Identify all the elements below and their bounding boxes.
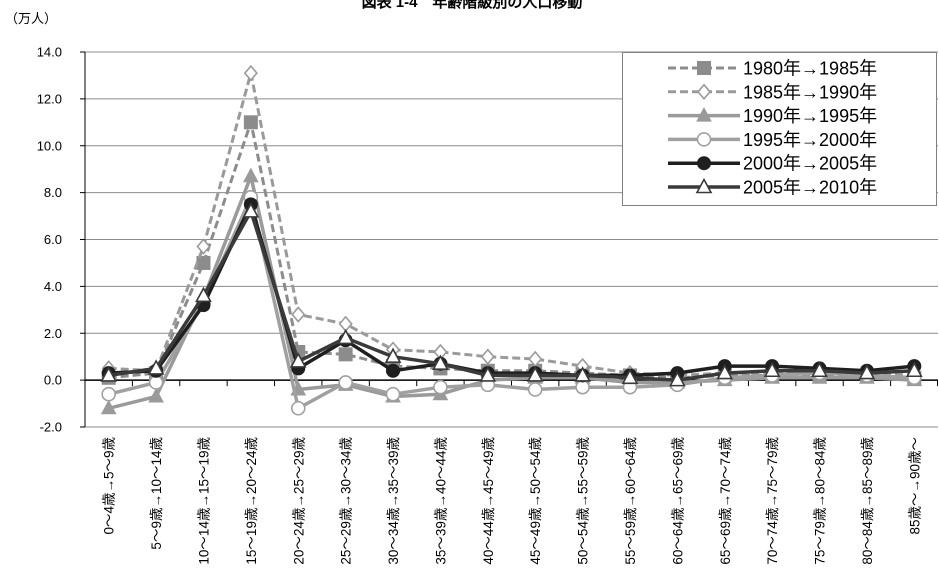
- legend-marker: [697, 156, 711, 171]
- data-point: [384, 347, 402, 363]
- data-point: [242, 202, 260, 218]
- x-tick-label: 5～9歳→10～14歳: [149, 437, 164, 550]
- x-tick-label: 0～4歳→5～9歳: [102, 437, 117, 535]
- x-tick-label: 25～29歳→30～34歳: [339, 437, 354, 565]
- y-tick-label: 12.0: [37, 91, 62, 106]
- y-tick-label: -2.0: [40, 420, 62, 435]
- data-point: [195, 286, 212, 303]
- legend-marker: [696, 132, 712, 147]
- y-axis: 14.0 12.0 10.0 8.0 6.0 4.0 2.0 0.0 -2.0: [37, 45, 86, 435]
- data-point: [148, 375, 164, 390]
- y-tick-label: 0.0: [44, 373, 62, 388]
- data-point: [527, 382, 543, 397]
- series-line: [108, 202, 915, 378]
- legend-label: 1995年→2000年: [743, 130, 877, 150]
- series-group: [100, 64, 923, 416]
- legend-label: 2005年→2010年: [743, 178, 877, 198]
- series-6: [100, 202, 923, 387]
- legend-entry: 2005年→2010年: [668, 178, 877, 198]
- legend-label: 1980年→1985年: [743, 59, 877, 79]
- data-point: [338, 375, 353, 390]
- y-tick-label: 14.0: [37, 45, 62, 60]
- data-point: [291, 306, 306, 323]
- x-tick-label: 65～69歳→70～74歳: [718, 437, 733, 565]
- y-tick-label: 8.0: [44, 185, 62, 200]
- y-tick-label: 10.0: [37, 138, 62, 153]
- x-tick-label: 80～84歳→85～89歳: [860, 437, 875, 565]
- x-tick-label: 75～79歳→80～84歳: [813, 437, 828, 565]
- data-point: [100, 366, 118, 382]
- series-line: [108, 209, 915, 382]
- x-tick-label: 70～74歳→75～79歳: [765, 437, 780, 565]
- x-tick-label: 40～44歳→45～49歳: [481, 437, 496, 565]
- x-tick-label: 55～59歳→60～64歳: [623, 437, 638, 565]
- data-point: [621, 368, 639, 385]
- data-point: [243, 167, 259, 183]
- legend-label: 1990年→1995年: [743, 106, 877, 126]
- data-point: [385, 386, 401, 402]
- x-tick-label: 45～49歳→50～54歳: [528, 437, 543, 565]
- x-tick-label: 10～14歳→15～19歳: [196, 437, 211, 565]
- data-point: [290, 400, 306, 416]
- data-point: [526, 366, 544, 382]
- series-line: [108, 71, 915, 377]
- x-axis: 0～4歳→5～9歳 5～9歳→10～14歳 10～14歳→15～19歳 15～19歳→…: [84, 379, 938, 565]
- data-point: [574, 366, 591, 382]
- y-tick-label: 6.0: [44, 232, 62, 247]
- legend-marker: [697, 61, 711, 75]
- legend-entry: 1990年→1995年: [668, 106, 877, 126]
- data-point: [386, 363, 401, 378]
- x-tick-label: 85歳～→90歳～: [907, 437, 922, 535]
- data-point: [100, 399, 117, 415]
- data-point: [763, 361, 781, 378]
- data-point: [243, 115, 258, 130]
- data-point: [669, 370, 686, 387]
- series-line: [108, 174, 915, 410]
- data-point: [480, 348, 495, 365]
- data-point: [432, 354, 449, 371]
- series-line: [108, 195, 915, 411]
- series-5: [101, 197, 922, 383]
- data-point: [716, 363, 734, 380]
- x-tick-label: 60～64歳→65～69歳: [670, 437, 685, 565]
- data-point: [905, 361, 923, 378]
- data-point: [196, 238, 211, 255]
- legend-entry: 1995年→2000年: [668, 130, 877, 150]
- data-point: [101, 386, 116, 402]
- legend-entry: 1985年→1990年: [668, 82, 877, 102]
- data-point: [858, 363, 876, 380]
- y-tick-label: 4.0: [44, 279, 62, 294]
- data-point: [289, 352, 307, 368]
- data-point: [433, 379, 448, 395]
- legend-marker: [696, 83, 712, 101]
- y-tick-label: 2.0: [44, 326, 62, 341]
- data-point: [479, 366, 497, 382]
- legend-entry: 2000年→2005年: [668, 154, 877, 174]
- y-axis-unit-label: （万人）: [5, 11, 57, 26]
- legend-marker: [695, 177, 713, 194]
- legend-marker: [696, 107, 712, 122]
- chart-title: 図表 1-4 年齢階級別の人口移動: [362, 0, 583, 11]
- legend-box: [622, 52, 937, 206]
- legend-entry: 1980年→1985年: [668, 59, 877, 79]
- x-tick-label: 20～24歳→25～29歳: [291, 437, 306, 565]
- data-point: [148, 387, 164, 403]
- data-point: [243, 64, 258, 82]
- data-point: [528, 350, 543, 368]
- legend: 1980年→1985年 1985年→1990年 1990年→1995年 1995年→2…: [622, 52, 937, 206]
- data-point: [196, 255, 211, 270]
- x-tick-label: 35～39歳→40～44歳: [433, 437, 448, 565]
- data-point: [147, 359, 165, 375]
- data-point: [575, 379, 590, 395]
- data-point: [811, 361, 828, 378]
- legend-label: 1985年→1990年: [743, 82, 877, 102]
- data-point: [338, 347, 353, 362]
- legend-label: 2000年→2005年: [743, 154, 877, 174]
- x-tick-label: 50～54歳→55～59歳: [576, 437, 591, 565]
- x-tick-label: 30～34歳→35～39歳: [386, 437, 401, 565]
- data-point: [337, 328, 354, 345]
- x-tick-label: 15～19歳→20～24歳: [244, 437, 259, 565]
